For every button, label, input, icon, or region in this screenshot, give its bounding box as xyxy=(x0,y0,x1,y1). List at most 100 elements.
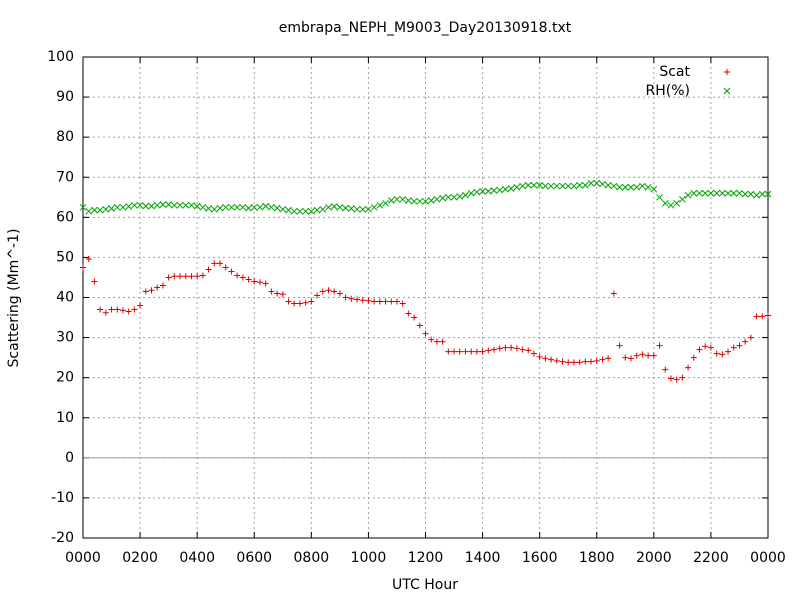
point xyxy=(758,190,766,198)
point xyxy=(307,207,315,215)
point xyxy=(165,201,172,208)
point xyxy=(165,274,172,281)
x-tick-label: 0200 xyxy=(122,550,158,566)
point xyxy=(199,272,206,279)
point xyxy=(530,350,537,357)
legend-marker xyxy=(724,69,730,75)
point xyxy=(188,201,195,209)
y-tick-label: 50 xyxy=(56,249,74,265)
point xyxy=(285,206,292,214)
x-tick-label: 1000 xyxy=(351,550,387,566)
point xyxy=(359,297,366,304)
point xyxy=(416,322,423,329)
point xyxy=(114,306,121,313)
point xyxy=(673,199,681,207)
point xyxy=(262,280,269,287)
point xyxy=(302,299,309,306)
point xyxy=(542,182,549,190)
point xyxy=(593,357,600,364)
point xyxy=(473,348,480,355)
point xyxy=(388,298,395,305)
point xyxy=(679,374,686,381)
point xyxy=(376,298,383,305)
point xyxy=(439,194,446,202)
legend-label: Scat xyxy=(659,64,690,80)
point xyxy=(330,203,338,210)
point xyxy=(405,310,412,317)
y-tick-label: 0 xyxy=(65,450,74,466)
y-tick-label: 30 xyxy=(56,330,74,346)
point xyxy=(484,187,492,195)
point xyxy=(730,344,737,351)
point xyxy=(222,203,230,211)
point xyxy=(194,273,201,280)
point xyxy=(753,313,760,320)
point xyxy=(536,181,544,189)
point xyxy=(610,290,617,297)
point xyxy=(296,207,304,215)
point xyxy=(673,376,680,383)
x-tick-label: 1600 xyxy=(522,550,558,566)
point xyxy=(513,345,520,352)
point xyxy=(536,353,543,360)
point xyxy=(96,206,104,214)
point xyxy=(217,260,223,267)
y-tick-label: -10 xyxy=(51,490,74,506)
point xyxy=(354,296,360,303)
x-axis-label: UTC Hour xyxy=(392,577,458,593)
point xyxy=(205,266,212,273)
point xyxy=(410,197,418,205)
point xyxy=(707,344,714,351)
point xyxy=(616,342,623,349)
point xyxy=(268,288,275,295)
point xyxy=(713,189,720,197)
point xyxy=(701,189,709,197)
point xyxy=(576,181,583,189)
point xyxy=(108,306,115,313)
point xyxy=(445,348,452,355)
x-tick-label: 0000 xyxy=(750,550,786,566)
point xyxy=(433,195,441,203)
point xyxy=(393,195,401,203)
point xyxy=(570,359,577,366)
point xyxy=(765,312,771,319)
point xyxy=(644,183,652,191)
point xyxy=(319,288,326,295)
point xyxy=(91,278,98,285)
point xyxy=(736,342,743,349)
point xyxy=(182,273,189,280)
y-tick-label: 10 xyxy=(56,410,74,426)
point xyxy=(170,201,178,209)
point xyxy=(633,183,641,191)
point xyxy=(399,195,407,203)
point xyxy=(302,207,309,215)
y-axis-label: Scattering (Mm^-1) xyxy=(6,229,22,368)
point xyxy=(405,197,412,204)
x-tick-label: 2200 xyxy=(693,550,729,566)
point xyxy=(79,203,87,211)
x-tick-label: 0000 xyxy=(65,550,101,566)
chart-title: embrapa_NEPH_M9003_Day20130918.txt xyxy=(279,20,572,36)
point xyxy=(176,201,184,209)
point xyxy=(239,274,246,281)
point xyxy=(565,359,572,366)
point xyxy=(639,351,646,358)
point xyxy=(450,193,458,201)
point xyxy=(628,355,634,362)
point xyxy=(559,358,566,365)
point xyxy=(610,182,618,190)
point xyxy=(524,181,532,189)
point xyxy=(473,188,481,196)
legend-label: RH(%) xyxy=(646,83,690,99)
point xyxy=(382,298,389,305)
point xyxy=(690,354,697,361)
point xyxy=(154,284,161,291)
point xyxy=(171,273,178,280)
point xyxy=(382,199,389,207)
point xyxy=(387,197,395,204)
point xyxy=(742,338,749,345)
point xyxy=(211,260,218,267)
point xyxy=(422,330,429,337)
point xyxy=(279,291,286,298)
